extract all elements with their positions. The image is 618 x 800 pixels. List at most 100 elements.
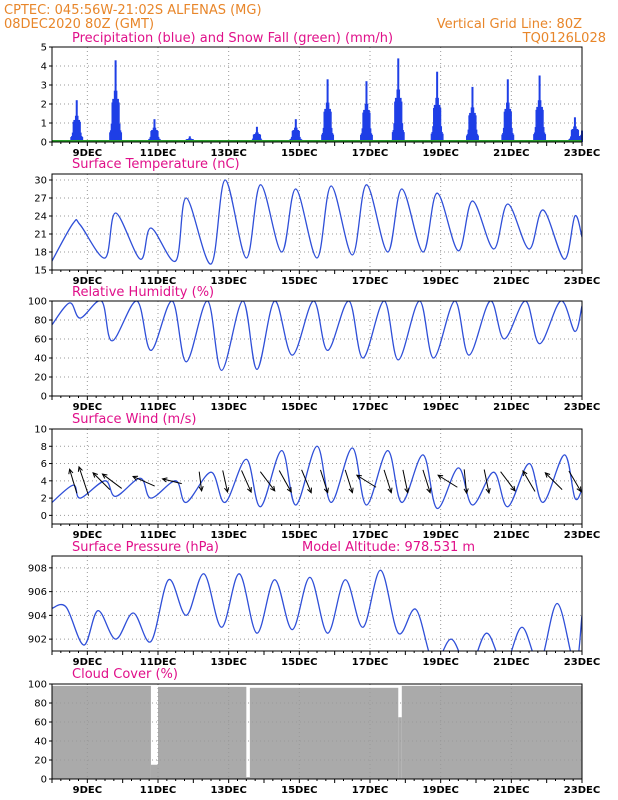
precip-bar (400, 101, 403, 142)
wind-arrow (568, 470, 582, 493)
x-tick-label: 9DEC (73, 402, 102, 413)
x-tick-label: 11DEC (140, 657, 176, 668)
x-tick-label: 11DEC (140, 276, 176, 287)
y-tick-label: 100 (28, 297, 47, 308)
precip-bar (81, 137, 84, 142)
cloud-bar (158, 686, 247, 779)
panel-title: Precipitation (blue) and Snow Fall (gree… (72, 31, 393, 46)
wind-arrow (463, 469, 469, 495)
panel-frame (51, 555, 583, 652)
x-tick-label: 17DEC (352, 657, 388, 668)
x-tick-label: 21DEC (493, 785, 529, 796)
y-tick-label: 20 (34, 373, 47, 384)
panel-2: Surface Temperature (nC) 15 18 21 24 27 30 9DEC… (34, 157, 600, 287)
wind-arrow (437, 474, 458, 488)
y-tick-label: 21 (34, 230, 47, 241)
x-tick-label: 9DEC (73, 657, 102, 668)
precip-bar (332, 134, 335, 142)
panel-3: Relative Humidity (%) 0 20 40 60 80 100 9DEC 11D… (28, 285, 600, 413)
y-tick-label: 0 (41, 138, 47, 149)
precip-bar (156, 130, 159, 142)
x-tick-label: 19DEC (422, 148, 458, 159)
x-tick-label: 11DEC (140, 785, 176, 796)
x-tick-label: 15DEC (281, 402, 317, 413)
cloud-bar (398, 717, 402, 779)
wind-arrow (101, 473, 122, 489)
x-tick-label: 15DEC (281, 785, 317, 796)
panel-4: Surface Wind (m/s) 0 2 4 6 8 10 9DEC 11DEC 13DEC 1… (34, 412, 600, 541)
y-tick-label: 60 (34, 335, 47, 346)
y-tick-label: 40 (34, 737, 47, 748)
panel-title: Cloud Cover (%) (72, 667, 178, 682)
precip-bar (78, 121, 81, 142)
wind-arrow (198, 471, 204, 492)
y-tick-label: 4 (41, 62, 47, 73)
y-tick-label: 24 (34, 212, 47, 223)
x-tick-label: 17DEC (352, 402, 388, 413)
panel-5: Surface Pressure (hPa) Model Altitude: 97… (28, 540, 600, 668)
y-tick-label: 18 (34, 248, 47, 259)
cloud-bar (150, 764, 158, 779)
x-tick-label: 13DEC (210, 785, 246, 796)
wind-arrow (241, 470, 252, 494)
panel-annotation: Model Altitude: 978.531 m (302, 540, 475, 555)
x-tick-label: 23DEC (564, 402, 600, 413)
x-tick-label: 23DEC (564, 785, 600, 796)
precip-bar (474, 115, 477, 142)
x-tick-label: 23DEC (564, 530, 600, 541)
wind-arrow (383, 469, 393, 494)
y-tick-label: 1 (41, 119, 47, 130)
y-tick-label: 80 (34, 699, 47, 710)
wind-arrow (355, 474, 377, 488)
x-tick-label: 21DEC (493, 657, 529, 668)
x-tick-label: 9DEC (73, 785, 102, 796)
series-line (52, 179, 582, 265)
precip-bar (259, 134, 262, 142)
panel-frame (51, 428, 583, 525)
wind-arrow (522, 470, 536, 492)
y-tick-label: 5 (41, 43, 47, 54)
x-tick-label: 11DEC (140, 402, 176, 413)
panel-6: Cloud Cover (%) 0 20 40 60 80 100 9DEC 11DEC 13DE… (28, 667, 600, 796)
y-tick-label: 40 (34, 354, 47, 365)
x-tick-label: 17DEC (352, 276, 388, 287)
x-tick-label: 19DEC (422, 530, 458, 541)
wind-arrow (483, 469, 491, 495)
panels: Precipitation (blue) and Snow Fall (gree… (28, 31, 600, 796)
y-tick-label: 4 (41, 476, 47, 487)
x-tick-label: 21DEC (493, 148, 529, 159)
precip-bar (509, 111, 512, 142)
y-tick-label: 10 (34, 425, 47, 436)
y-tick-label: 8 (41, 442, 47, 453)
y-tick-label: 2 (41, 100, 47, 111)
precip-bar (476, 135, 479, 142)
precip-bar (120, 132, 123, 142)
wind-arrow (278, 470, 292, 494)
x-tick-label: 23DEC (564, 657, 600, 668)
x-tick-label: 11DEC (140, 530, 176, 541)
precip-bar (368, 112, 371, 142)
y-tick-label: 6 (41, 459, 47, 470)
y-tick-label: 27 (34, 194, 47, 205)
wind-arrow (92, 472, 111, 491)
precip-bar (541, 109, 544, 142)
precip-bar (577, 130, 580, 142)
wind-arrow (161, 477, 182, 485)
y-tick-label: 902 (28, 635, 47, 646)
y-tick-label: 2 (41, 494, 47, 505)
y-tick-label: 80 (34, 316, 47, 327)
x-tick-label: 19DEC (422, 402, 458, 413)
x-tick-label: 21DEC (493, 402, 529, 413)
x-tick-label: 19DEC (422, 657, 458, 668)
y-tick-label: 30 (34, 176, 47, 187)
y-tick-label: 15 (34, 266, 47, 277)
wind-arrow (402, 469, 410, 494)
panel-title: Surface Temperature (nC) (72, 157, 240, 172)
wind-arrow (500, 471, 516, 492)
y-tick-label: 60 (34, 718, 47, 729)
x-tick-label: 13DEC (210, 148, 246, 159)
x-tick-label: 9DEC (73, 530, 102, 541)
x-tick-label: 13DEC (210, 402, 246, 413)
x-tick-label: 23DEC (564, 276, 600, 287)
